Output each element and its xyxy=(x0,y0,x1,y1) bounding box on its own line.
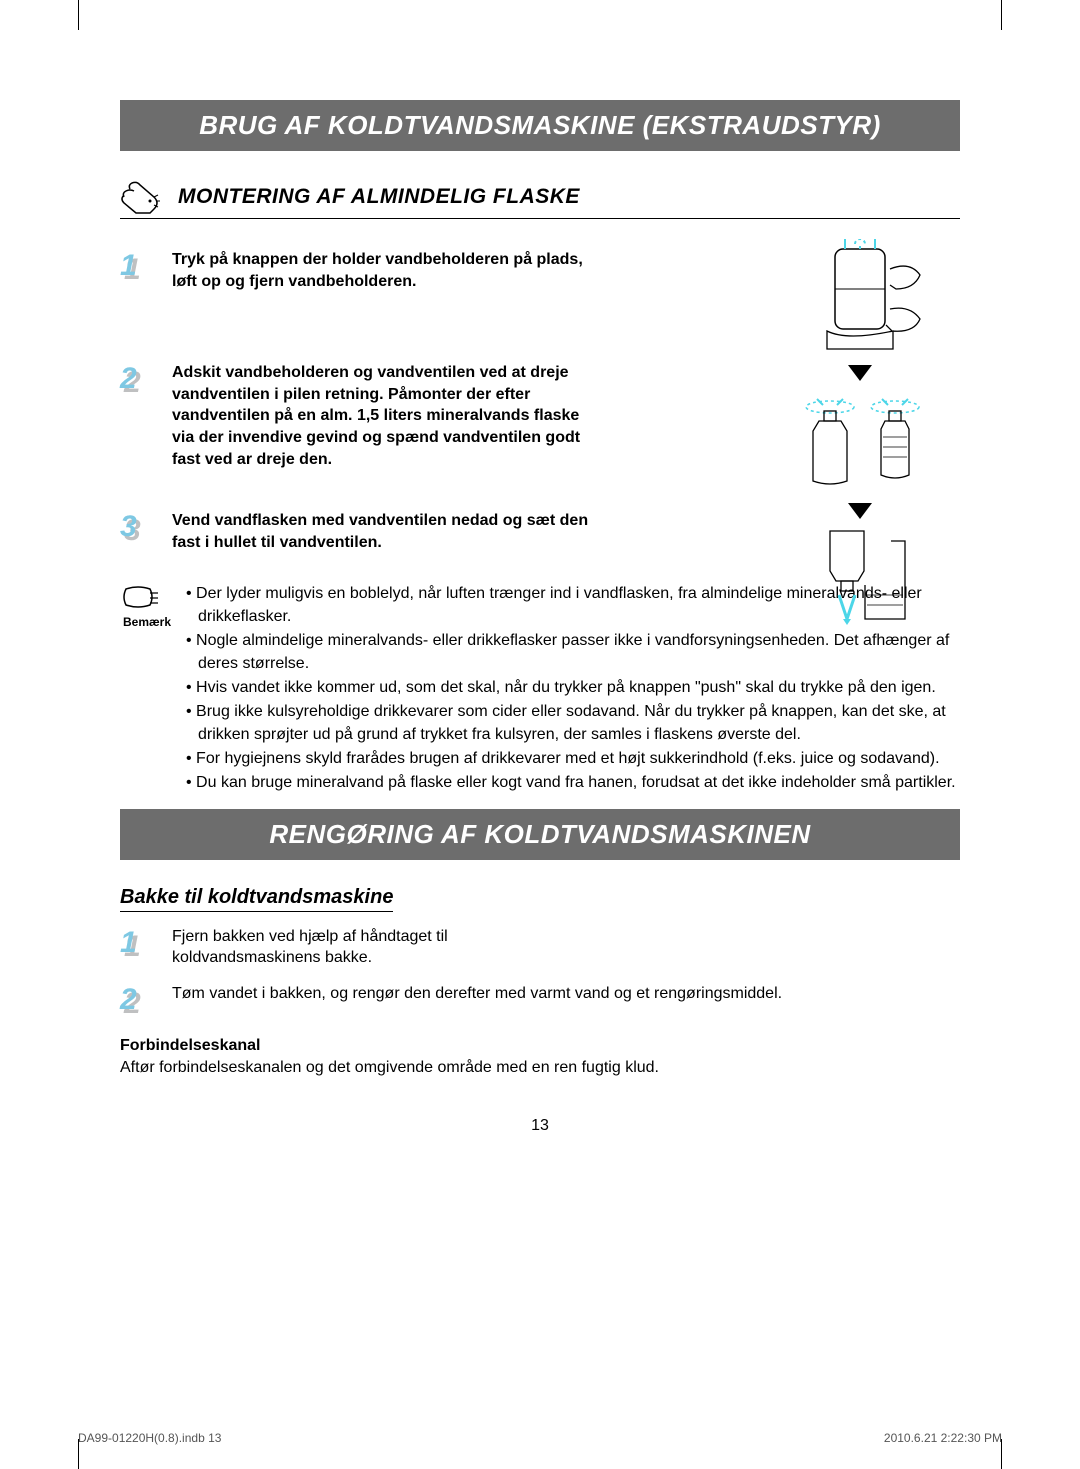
footer: DA99-01220H(0.8).indb 13 2010.6.21 2:22:… xyxy=(78,1431,1002,1445)
page-number: 13 xyxy=(120,1117,960,1135)
footer-right: 2010.6.21 2:22:30 PM xyxy=(884,1431,1002,1445)
diagram-2 xyxy=(775,387,945,497)
banner-title-1: BRUG AF KOLDTVANDSMASKINE (EKSTRAUDSTYR) xyxy=(120,100,960,151)
arrow-down-icon xyxy=(848,365,872,381)
paragraph-title: Forbindelseskanal xyxy=(120,1037,960,1055)
page: BRUG AF KOLDTVANDSMASKINE (EKSTRAUDSTYR)… xyxy=(0,0,1080,1195)
arrow-down-icon xyxy=(848,503,872,519)
step-row: 2 2 Tøm vandet i bakken, og rengør den d… xyxy=(120,983,960,1015)
diagram-1 xyxy=(775,239,945,359)
note-item: Brug ikke kulsyreholdige drikkevarer som… xyxy=(186,701,960,746)
footer-left: DA99-01220H(0.8).indb 13 xyxy=(78,1431,221,1445)
note-label: Bemærk xyxy=(120,615,174,629)
step-text: Vend vandflasken med vandventilen nedad … xyxy=(172,510,592,553)
note-item: Du kan bruge mineralvand på flaske eller… xyxy=(186,772,960,794)
note-icon-column: Bemærk xyxy=(120,583,174,797)
note-item: For hygiejnens skyld frarådes brugen af … xyxy=(186,748,960,770)
note-item: Nogle almindelige mineralvands- eller dr… xyxy=(186,630,960,675)
diagram-3 xyxy=(775,525,945,625)
steps-container: 1 1 Tryk på knappen der holder vandbehol… xyxy=(120,249,960,553)
diagram-column xyxy=(760,239,960,625)
note-item: Hvis vandet ikke kommer ud, som det skal… xyxy=(186,677,960,699)
step-number: 1 1 xyxy=(120,926,156,958)
banner-title-2: RENGØRING AF KOLDTVANDSMASKINEN xyxy=(120,809,960,860)
step-text: Adskit vandbeholderen og vandventilen ve… xyxy=(172,362,592,470)
step-number: 1 1 xyxy=(120,249,156,281)
step-text: Tøm vandet i bakken, og rengør den deref… xyxy=(172,983,782,1005)
note-icon xyxy=(120,583,160,613)
step-number: 3 3 xyxy=(120,510,156,542)
step-number: 2 2 xyxy=(120,983,156,1015)
step-row: 1 1 Fjern bakken ved hjælp af håndtaget … xyxy=(120,926,960,969)
section-title: MONTERING AF ALMINDELIG FLASKE xyxy=(178,185,580,209)
step-number: 2 2 xyxy=(120,362,156,394)
section-header: MONTERING AF ALMINDELIG FLASKE xyxy=(120,179,960,219)
paragraph-text: Aftør forbindelseskanalen og det omgiven… xyxy=(120,1059,960,1077)
subsection-title: Bakke til koldtvandsmaskine xyxy=(120,886,393,912)
step-text: Fjern bakken ved hjælp af håndtaget til … xyxy=(172,926,532,969)
crop-mark xyxy=(1001,0,1002,30)
step-text: Tryk på knappen der holder vandbeholdere… xyxy=(172,249,592,292)
crop-mark xyxy=(78,0,79,30)
hand-icon xyxy=(120,179,164,215)
